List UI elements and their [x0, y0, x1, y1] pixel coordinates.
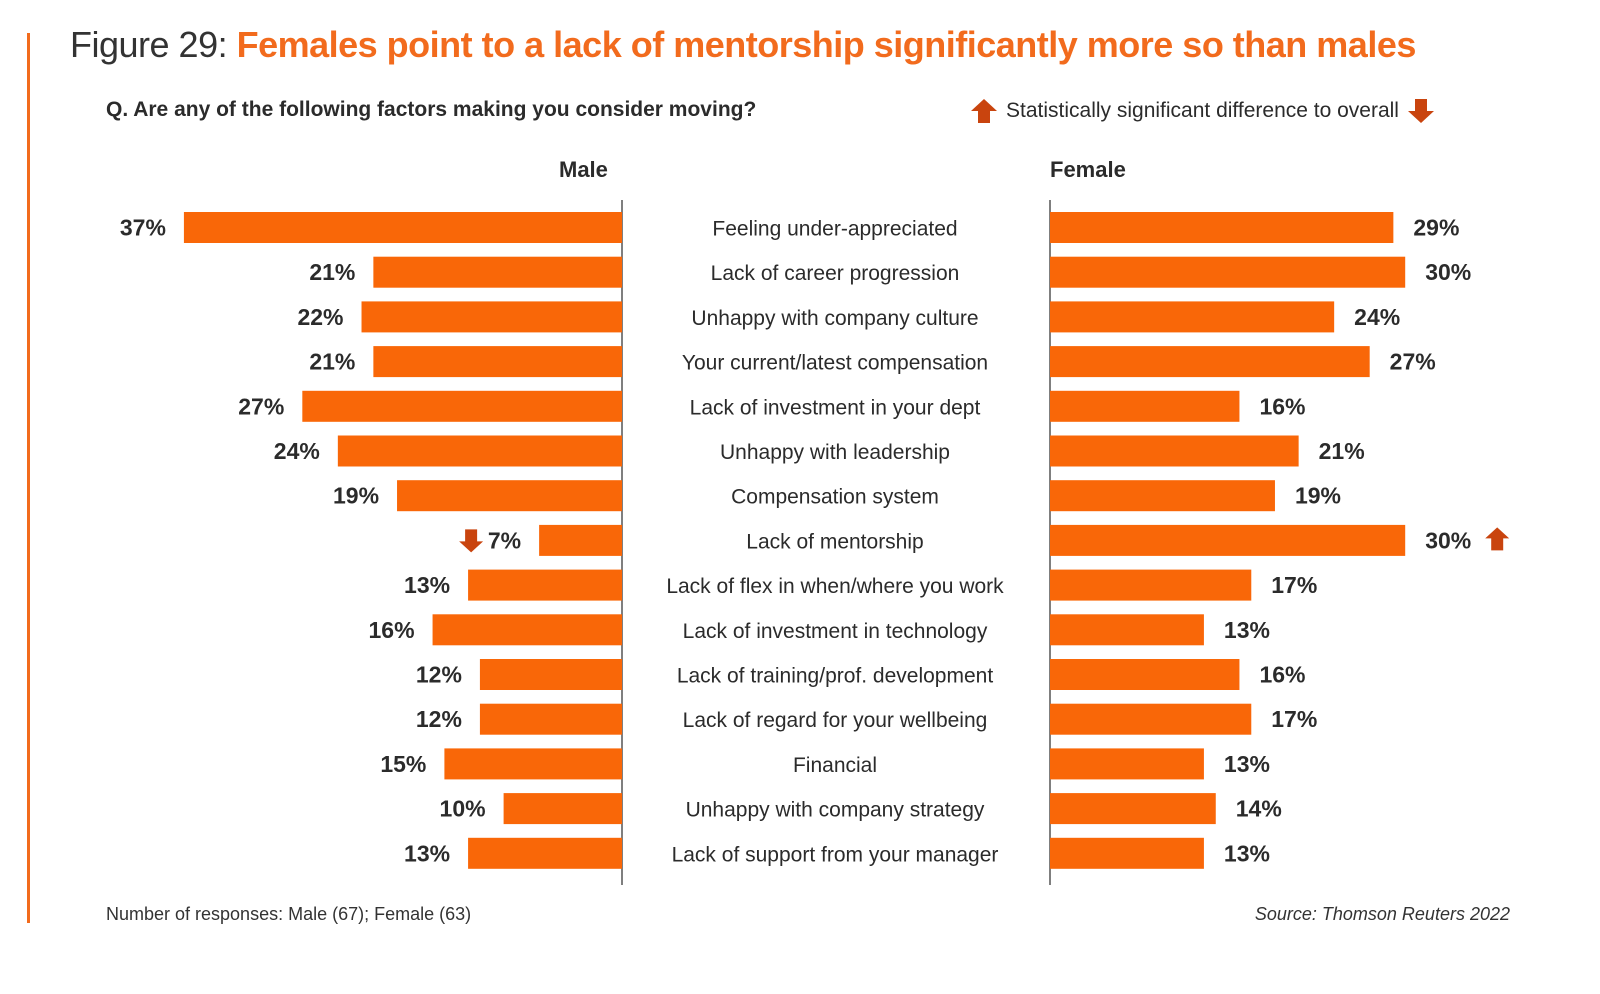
female-bar [1050, 569, 1252, 601]
survey-question: Q. Are any of the following factors maki… [106, 98, 757, 121]
category-label: Unhappy with leadership [720, 441, 950, 464]
male-bar [468, 569, 622, 601]
female-value-label: 17% [1271, 572, 1317, 598]
female-value-label: 13% [1224, 751, 1270, 777]
figure-title: Figure 29: Females point to a lack of me… [70, 24, 1416, 66]
male-value-label: 16% [369, 617, 415, 643]
female-bar [1050, 524, 1406, 556]
female-value-label: 14% [1236, 796, 1282, 822]
female-value-label: 13% [1224, 840, 1270, 866]
female-bar [1050, 346, 1370, 378]
female-bar [1050, 301, 1335, 333]
male-value-label: 21% [309, 259, 355, 285]
male-bar [444, 748, 622, 780]
male-value-label: 10% [440, 796, 486, 822]
male-value-label: 24% [274, 438, 320, 464]
female-bar [1050, 435, 1299, 467]
male-bar [183, 212, 623, 243]
source-note: Source: Thomson Reuters 2022 [1254, 904, 1510, 924]
category-label: Lack of investment in technology [683, 620, 988, 643]
male-column-header: Male [559, 157, 608, 182]
male-bar [397, 480, 622, 512]
response-count-note: Number of responses: Male (67); Female (… [106, 904, 472, 924]
legend-text: Statistically significant difference to … [1006, 99, 1399, 122]
category-label: Lack of investment in your dept [690, 396, 981, 419]
male-bar [479, 659, 622, 690]
male-bar [302, 390, 622, 422]
category-label: Lack of flex in when/where you work [666, 575, 1004, 598]
male-bar [432, 614, 622, 646]
female-value-label: 16% [1259, 393, 1305, 419]
male-bar [337, 435, 622, 467]
female-value-label: 29% [1413, 215, 1459, 241]
male-value-label: 19% [333, 483, 379, 509]
male-value-label: 7% [488, 527, 521, 553]
female-value-label: 17% [1271, 706, 1317, 732]
male-value-label: 21% [309, 349, 355, 375]
female-value-label: 30% [1425, 527, 1471, 553]
arrow-down-icon [1407, 99, 1434, 123]
headline: Females point to a lack of mentorship si… [236, 24, 1417, 65]
female-column-header: Female [1050, 157, 1126, 182]
female-bar [1050, 212, 1394, 243]
female-value-label: 19% [1295, 483, 1341, 509]
male-value-label: 12% [416, 662, 462, 688]
female-value-label: 21% [1319, 438, 1365, 464]
male-value-label: 15% [380, 751, 426, 777]
male-bar [373, 346, 622, 378]
accent-rule [27, 33, 30, 923]
female-bar [1050, 480, 1275, 512]
male-bar [479, 703, 622, 735]
female-value-label: 24% [1354, 304, 1400, 330]
arrow-down-icon [459, 529, 484, 553]
male-value-label: 37% [120, 215, 166, 241]
significance-legend: Statistically significant difference to … [970, 98, 1435, 124]
category-label: Financial [793, 754, 877, 777]
female-bar [1050, 614, 1204, 646]
male-value-label: 12% [416, 706, 462, 732]
female-bar [1050, 703, 1252, 735]
female-value-label: 27% [1390, 349, 1436, 375]
female-bar [1050, 256, 1406, 288]
male-value-label: 22% [297, 304, 343, 330]
female-bar [1050, 793, 1216, 825]
category-label: Your current/latest compensation [682, 352, 988, 375]
male-bar [468, 837, 622, 869]
category-label: Lack of training/prof. development [677, 665, 994, 688]
male-bar [373, 256, 622, 288]
category-label: Lack of mentorship [746, 530, 923, 553]
female-bar [1050, 390, 1240, 422]
arrow-up-icon [1485, 527, 1510, 551]
figure-number: Figure 29: [70, 24, 237, 65]
female-value-label: 30% [1425, 259, 1471, 285]
female-value-label: 16% [1259, 662, 1305, 688]
female-bar [1050, 837, 1204, 869]
category-label: Lack of regard for your wellbeing [683, 709, 988, 732]
male-value-label: 27% [238, 393, 284, 419]
male-value-label: 13% [404, 572, 450, 598]
category-label: Unhappy with company culture [691, 307, 978, 330]
category-label: Unhappy with company strategy [686, 799, 985, 822]
category-label: Lack of support from your manager [672, 843, 999, 866]
category-label: Feeling under-appreciated [712, 218, 957, 241]
male-value-label: 13% [404, 840, 450, 866]
female-value-label: 13% [1224, 617, 1270, 643]
male-bar [503, 793, 622, 825]
arrow-up-icon [971, 99, 997, 123]
category-label: Compensation system [731, 486, 939, 509]
category-label: Lack of career progression [711, 262, 960, 285]
female-bar [1050, 659, 1240, 690]
female-bar [1050, 748, 1204, 780]
male-bar [539, 524, 622, 556]
male-bar [361, 301, 622, 333]
